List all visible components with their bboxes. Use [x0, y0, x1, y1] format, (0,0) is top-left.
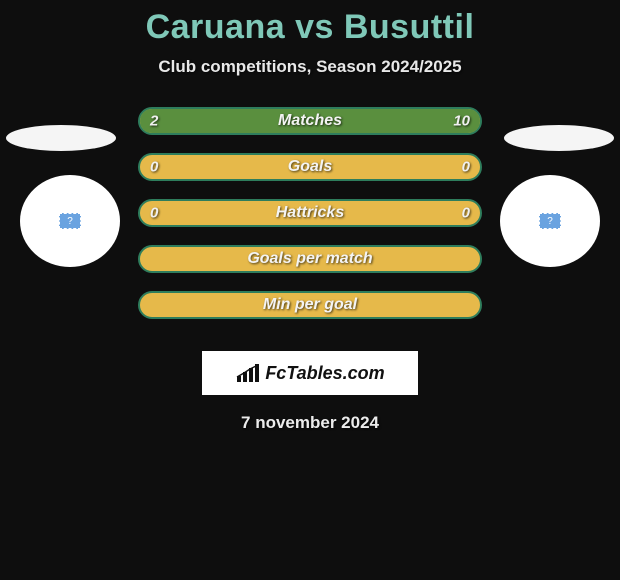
left-player-ellipse — [6, 125, 116, 151]
left-player-circle: ? — [20, 175, 120, 267]
stat-label: Matches — [278, 112, 342, 130]
stat-row-hattricks: 0 Hattricks 0 — [138, 199, 482, 227]
stat-fill-left — [140, 109, 198, 133]
brand-text: FcTables.com — [265, 363, 384, 384]
stat-row-goals-per-match: Goals per match — [138, 245, 482, 273]
brand-bars-icon — [235, 362, 261, 384]
stat-row-matches: 2 Matches 10 — [138, 107, 482, 135]
right-player-ellipse — [504, 125, 614, 151]
stat-right-value: 0 — [462, 205, 470, 222]
stat-bars-container: 2 Matches 10 0 Goals 0 0 Hattricks 0 Goa… — [138, 107, 482, 337]
stat-label: Hattricks — [276, 204, 344, 222]
stat-label: Goals — [288, 158, 332, 176]
stat-right-value: 10 — [453, 113, 470, 130]
stat-left-value: 0 — [150, 159, 158, 176]
stat-left-value: 0 — [150, 205, 158, 222]
footer-date: 7 november 2024 — [0, 413, 620, 433]
stat-row-min-per-goal: Min per goal — [138, 291, 482, 319]
placeholder-badge-icon: ? — [59, 213, 81, 229]
stat-label: Goals per match — [247, 250, 372, 268]
stat-row-goals: 0 Goals 0 — [138, 153, 482, 181]
stat-left-value: 2 — [150, 113, 158, 130]
brand-box: FcTables.com — [202, 351, 418, 395]
stat-right-value: 0 — [462, 159, 470, 176]
placeholder-badge-icon: ? — [539, 213, 561, 229]
page-title: Caruana vs Busuttil — [0, 0, 620, 47]
right-player-circle: ? — [500, 175, 600, 267]
stat-label: Min per goal — [263, 296, 357, 314]
comparison-arena: ? ? 2 Matches 10 0 Goals 0 0 Hattricks 0 — [0, 107, 620, 347]
page-subtitle: Club competitions, Season 2024/2025 — [0, 57, 620, 77]
